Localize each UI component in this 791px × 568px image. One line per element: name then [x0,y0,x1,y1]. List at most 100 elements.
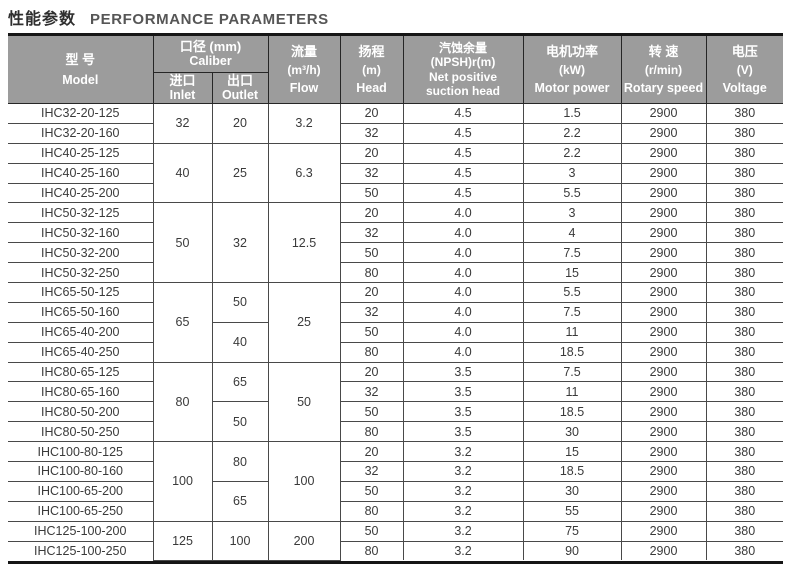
cell-npsh: 4.5 [402,103,524,124]
cell-speed: 2900 [620,480,707,502]
table-body: IHC32-20-125 32 20 3.2 20 4.5 1.5 2900 380 IHC32-… [8,103,784,561]
cell-power: 7.5 [522,242,622,264]
cell-model: IHC125-100-250 [8,540,154,561]
cell-outlet: 32 [211,202,269,284]
cell-speed: 2900 [620,321,707,343]
cell-inlet: 100 [152,441,213,522]
col-header-model-zh: 型 号 [65,51,96,67]
cell-flow: 6.3 [267,142,341,204]
cell-model: IHC65-40-200 [8,321,154,343]
table-row: IHC80-50-200 50 50 3.5 18.5 2900 380 [8,401,784,443]
title-en: PERFORMANCE PARAMETERS [90,11,329,28]
table-row: IHC80-65-125 80 65 50 20 3.5 7.5 2900 380 [8,361,784,443]
table-row: IHC65-50-125 65 50 25 20 4.0 5.5 2900 380 [8,282,784,363]
col-header-voltage-unit: (V) [736,62,753,77]
cell-model: IHC50-32-160 [8,222,154,244]
col-header-voltage-zh: 电压 [731,43,758,59]
col-header-outlet-en: Outlet [221,88,259,102]
col-header-head-en: Head [356,80,387,95]
cell-speed: 2900 [620,202,707,224]
cell-inlet: 125 [152,520,213,561]
cell-power: 75 [522,520,622,542]
cell-model: IHC100-80-160 [8,461,154,482]
cell-head: 80 [339,540,404,561]
cell-voltage: 380 [705,182,784,204]
table-row: IHC100-65-250 80 3.2 55 2900 380 [8,500,784,522]
cell-npsh: 4.0 [402,282,524,303]
cell-model: IHC100-65-250 [8,500,154,522]
cell-power: 18.5 [522,341,622,363]
cell-flow: 50 [267,361,341,443]
cell-head: 32 [339,381,404,403]
cell-head: 20 [339,103,404,124]
cell-npsh: 3.5 [402,401,524,423]
col-header-flow: 流量 (m³/h) Flow [267,36,341,104]
cell-voltage: 380 [705,461,784,482]
cell-model: IHC40-25-200 [8,182,154,204]
title-zh: 性能参数 [8,11,77,28]
col-header-head-zh: 扬程 [358,43,385,59]
cell-outlet: 80 [211,441,269,482]
table-row: IHC125-100-250 80 3.2 90 2900 380 [8,540,784,561]
cell-head: 20 [339,282,404,303]
cell-model: IHC65-50-125 [8,282,154,303]
cell-flow: 25 [267,282,341,363]
table-row: IHC50-32-160 32 4.0 4 2900 380 [8,222,784,244]
cell-head: 80 [339,421,404,443]
cell-model: IHC80-50-200 [8,401,154,423]
cell-npsh: 4.5 [402,162,524,184]
cell-npsh: 3.5 [402,381,524,403]
table-row: IHC32-20-125 32 20 3.2 20 4.5 1.5 2900 380 [8,103,784,144]
cell-voltage: 380 [705,381,784,403]
cell-speed: 2900 [620,341,707,363]
cell-speed: 2900 [620,500,707,522]
table-row: IHC40-25-125 40 25 6.3 20 4.5 2.2 2900 380 [8,142,784,204]
col-header-outlet-zh: 出口 [227,72,254,88]
cell-head: 50 [339,182,404,204]
cell-power: 2.2 [522,122,622,144]
cell-power: 15 [522,441,622,463]
table-row: IHC32-20-160 32 4.5 2.2 2900 380 [8,122,784,144]
cell-flow: 200 [267,520,341,561]
col-header-npsh-en2: suction head [426,84,501,98]
cell-voltage: 380 [705,321,784,343]
cell-model: IHC65-50-160 [8,301,154,323]
cell-npsh: 3.2 [402,461,524,482]
cell-head: 32 [339,162,404,184]
col-header-power-unit: (kW) [559,62,586,77]
page-title: 性能参数 PERFORMANCE PARAMETERS [0,0,791,28]
cell-head: 50 [339,401,404,423]
cell-head: 32 [339,461,404,482]
cell-head: 20 [339,441,404,463]
cell-head: 32 [339,301,404,323]
cell-head: 50 [339,480,404,502]
cell-outlet: 20 [211,103,269,144]
cell-speed: 2900 [620,381,707,403]
col-header-npsh: 汽蚀余量 (NPSH)r(m) Net positive suction hea… [402,36,524,104]
col-header-flow-en: Flow [289,80,319,95]
cell-model: IHC32-20-125 [8,103,154,124]
col-header-caliber-en: Caliber [189,54,232,68]
cell-model: IHC50-32-125 [8,202,154,224]
cell-npsh: 3.2 [402,480,524,502]
cell-voltage: 380 [705,361,784,383]
cell-voltage: 380 [705,122,784,144]
cell-npsh: 4.5 [402,142,524,164]
cell-npsh: 4.5 [402,182,524,204]
cell-power: 2.2 [522,142,622,164]
cell-npsh: 3.2 [402,540,524,561]
cell-power: 11 [522,381,622,403]
cell-speed: 2900 [620,162,707,184]
table-row: IHC100-80-160 32 3.2 18.5 2900 380 [8,461,784,482]
cell-outlet: 65 [211,361,269,403]
cell-power: 30 [522,421,622,443]
table-row: IHC65-40-250 80 4.0 18.5 2900 380 [8,341,784,363]
col-header-speed-unit: (r/min) [644,62,683,77]
cell-head: 50 [339,242,404,264]
cell-voltage: 380 [705,520,784,542]
cell-npsh: 3.5 [402,421,524,443]
col-header-power: 电机功率 (kW) Motor power [522,36,622,104]
cell-speed: 2900 [620,421,707,443]
table-row: IHC80-50-250 80 3.5 30 2900 380 [8,421,784,443]
cell-speed: 2900 [620,401,707,423]
